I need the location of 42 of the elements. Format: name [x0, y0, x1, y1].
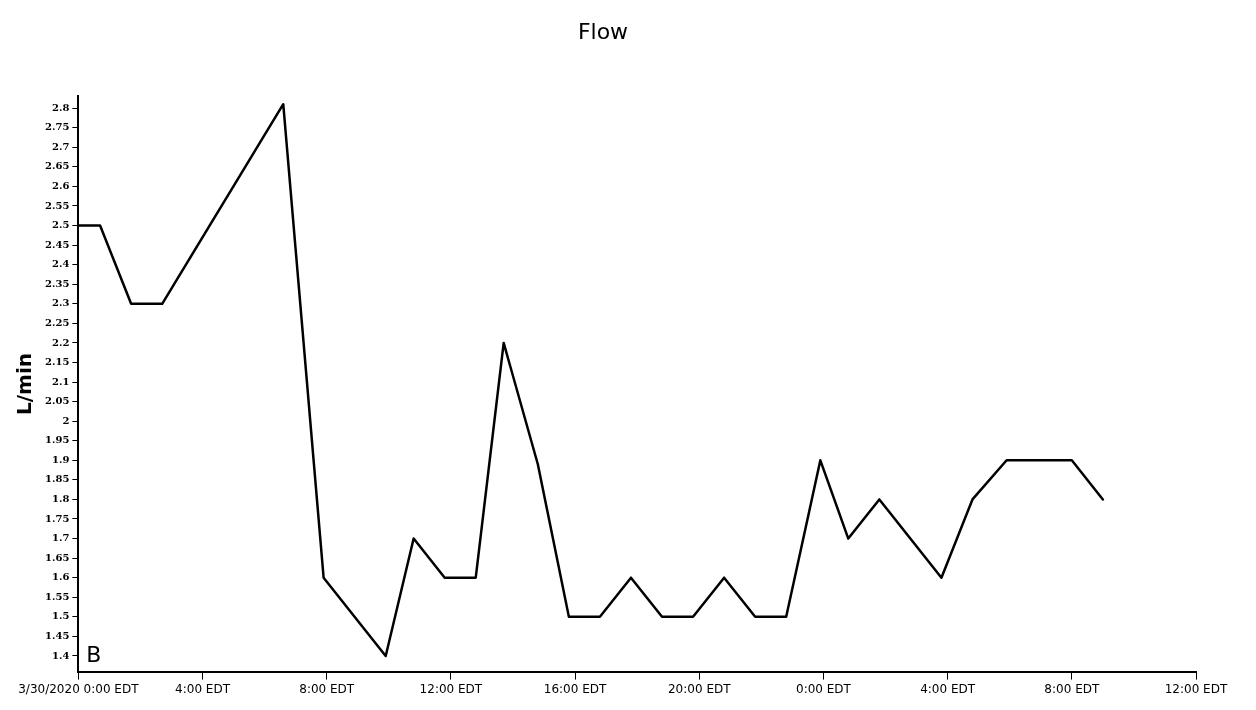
y-tick-label: 2.4: [51, 258, 70, 270]
y-tick-label: 2.1: [51, 375, 70, 387]
y-tick-label: 1.8: [51, 493, 70, 505]
x-tick-label: 12:00 EDT: [1164, 681, 1228, 696]
y-tick-label: 2.5: [51, 219, 70, 231]
y-tick-label: 2.75: [45, 121, 70, 133]
y-tick-label: 2.8: [51, 101, 70, 113]
y-tick-label: 1.9: [51, 453, 70, 465]
y-tick-label: 2.35: [45, 277, 70, 289]
y-tick-label: 1.65: [45, 551, 70, 563]
y-tick-label: 1.7: [51, 532, 70, 544]
chart-title: Flow: [577, 18, 629, 44]
y-tick-label: 2.3: [51, 297, 70, 309]
x-tick-label: 12:00 EDT: [419, 681, 483, 696]
y-tick-label: 1.6: [51, 571, 70, 583]
y-tick-label: 2.15: [45, 356, 70, 368]
x-tick-label: 4:00 EDT: [175, 681, 231, 696]
y-tick-label: 1.85: [45, 473, 70, 485]
y-tick-label: 2: [62, 414, 70, 426]
y-tick-label: 1.45: [45, 629, 70, 641]
x-tick-label: 8:00 EDT: [1044, 681, 1100, 696]
y-tick-label: 2.45: [45, 238, 70, 250]
x-tick-label: 20:00 EDT: [667, 681, 732, 696]
x-tick-label: 3/30/2020 0:00 EDT: [18, 681, 140, 696]
y-tick-label: 2.65: [45, 160, 70, 172]
x-tick-label: 0:00 EDT: [795, 681, 852, 696]
y-tick-label: 2.05: [45, 395, 70, 407]
y-tick-label: 2.25: [45, 316, 70, 328]
y-tick-label: 1.5: [51, 610, 70, 622]
y-tick-label: 1.4: [51, 649, 70, 661]
y-tick-label: 1.75: [45, 512, 70, 524]
y-tick-label: 1.55: [45, 590, 70, 602]
y-tick-label: 2.2: [51, 336, 70, 348]
y-tick-label: 2.6: [51, 179, 70, 191]
y-tick-label: 2.55: [45, 199, 70, 211]
x-tick-label: 16:00 EDT: [543, 681, 608, 696]
x-tick-label: 4:00 EDT: [920, 681, 976, 696]
y-axis-title: L/min: [12, 353, 37, 415]
annotation: B: [86, 642, 102, 668]
y-tick-label: 1.95: [45, 434, 70, 446]
x-tick-label: 8:00 EDT: [299, 681, 355, 696]
y-tick-label: 2.7: [51, 140, 70, 152]
